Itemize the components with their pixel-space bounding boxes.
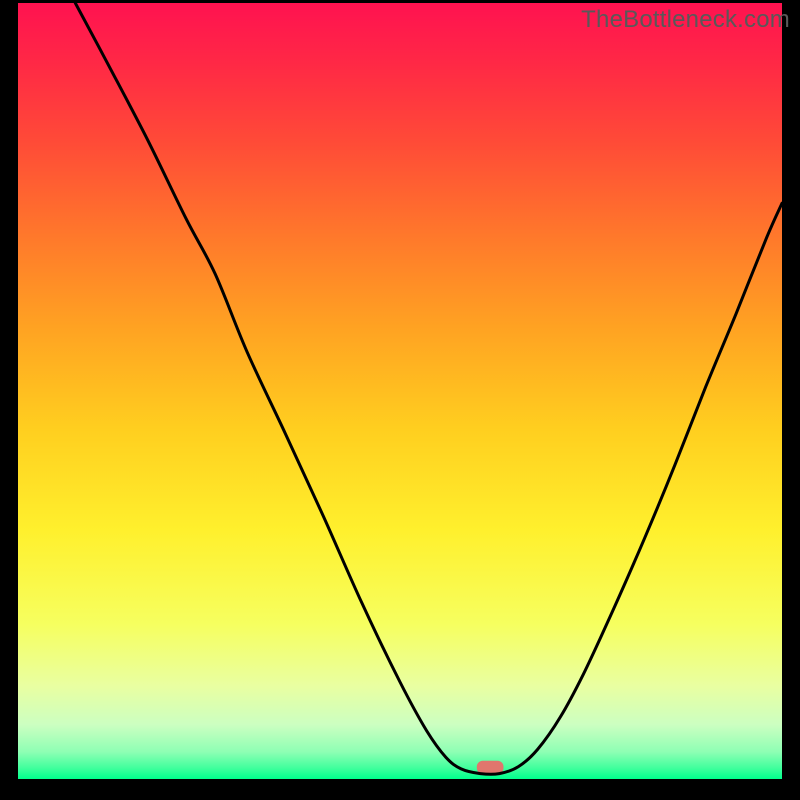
bottleneck-chart: TheBottleneck.com: [0, 0, 800, 800]
chart-svg: [0, 0, 800, 800]
watermark-label: TheBottleneck.com: [581, 6, 790, 34]
valley-marker: [477, 761, 504, 774]
plot-area: [18, 3, 782, 779]
